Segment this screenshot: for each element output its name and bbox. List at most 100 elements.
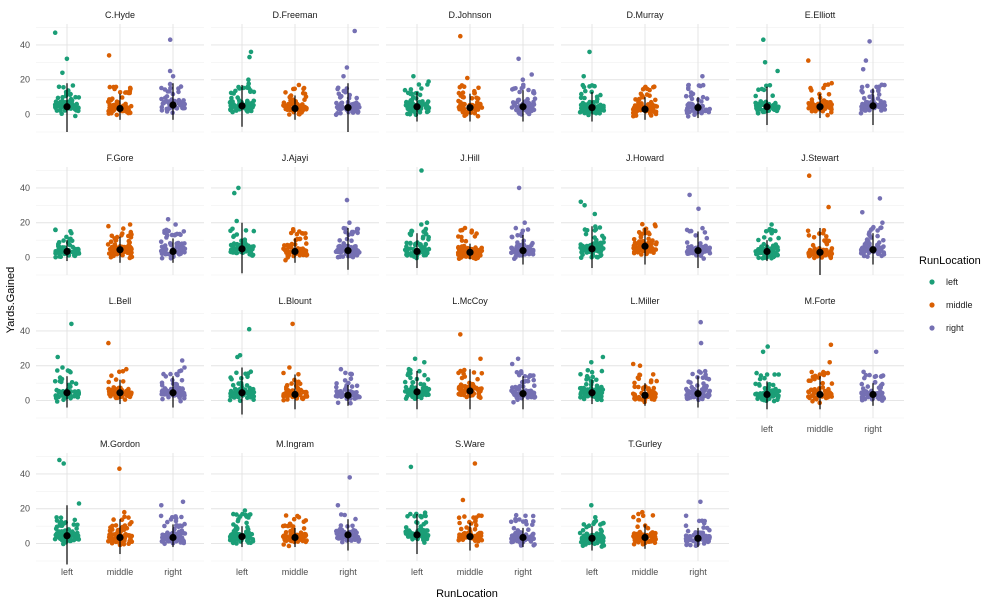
data-point <box>355 534 361 540</box>
data-point <box>642 85 647 91</box>
y-tick-0: 0 <box>25 253 30 263</box>
data-point <box>757 376 763 382</box>
data-point <box>684 110 690 116</box>
data-point <box>178 398 183 404</box>
outlier-point <box>806 173 812 178</box>
data-point <box>460 108 466 114</box>
facet-l-bell: L.Bell <box>36 296 204 419</box>
outlier-point <box>246 326 252 332</box>
data-point <box>580 535 585 540</box>
data-point <box>297 236 303 242</box>
data-point <box>126 242 132 248</box>
data-point <box>530 532 535 537</box>
data-point <box>827 101 832 106</box>
data-point <box>300 251 306 257</box>
data-point <box>458 228 463 233</box>
facet-m-forte: M.Forte <box>736 296 904 419</box>
data-point <box>292 86 298 92</box>
points-left <box>577 49 607 118</box>
outlier-point <box>419 168 424 173</box>
outlier-point <box>637 363 643 369</box>
points-right <box>683 499 712 548</box>
facet-title: M.Ingram <box>276 439 314 449</box>
outlier-point <box>686 82 691 88</box>
data-point <box>236 98 242 103</box>
data-point <box>653 394 658 400</box>
outlier-point <box>600 354 606 360</box>
data-point <box>285 253 291 258</box>
facet-title: D.Freeman <box>272 10 317 20</box>
data-point <box>57 375 63 380</box>
y-tick-20: 20 <box>20 504 30 514</box>
data-point <box>770 382 776 388</box>
outlier-point <box>860 210 865 215</box>
data-point <box>303 390 308 395</box>
data-point <box>704 96 710 101</box>
data-point <box>517 517 522 522</box>
data-point <box>824 241 830 247</box>
data-point <box>344 236 350 242</box>
data-point <box>165 99 171 105</box>
data-point <box>110 523 115 529</box>
data-point <box>343 370 348 376</box>
mean-point <box>291 533 299 542</box>
data-point <box>515 530 520 535</box>
data-point <box>683 513 689 519</box>
mean-point <box>763 390 771 399</box>
data-point <box>525 244 531 250</box>
data-point <box>59 99 65 104</box>
data-point <box>635 537 640 543</box>
outlier-point <box>347 475 353 480</box>
x-tick-middle: middle <box>807 424 834 434</box>
outlier-point <box>589 503 594 508</box>
data-point <box>335 535 340 541</box>
data-point <box>458 392 463 397</box>
data-point <box>56 84 62 90</box>
data-point <box>56 532 61 538</box>
outlier-point <box>344 197 350 203</box>
outlier-point <box>806 58 811 63</box>
points-right <box>858 39 888 116</box>
x-tick-left: left <box>411 567 424 577</box>
data-point <box>126 90 131 96</box>
mean-point <box>238 389 246 397</box>
data-point <box>768 237 773 242</box>
data-point <box>471 370 477 375</box>
data-point <box>72 517 78 523</box>
data-point <box>177 369 182 374</box>
data-point <box>520 228 526 234</box>
data-point <box>338 101 344 107</box>
data-point <box>230 538 235 544</box>
data-point <box>635 375 641 381</box>
data-point <box>283 90 288 95</box>
data-point <box>584 243 590 249</box>
data-point <box>526 527 531 532</box>
data-point <box>180 387 185 392</box>
data-point <box>109 540 115 546</box>
data-point <box>773 386 778 392</box>
data-point <box>599 368 605 374</box>
outlier-point <box>412 356 418 362</box>
data-point <box>403 396 409 401</box>
data-point <box>517 89 522 95</box>
data-point <box>772 372 777 377</box>
facet-title: L.Miller <box>630 296 659 306</box>
data-point <box>585 387 590 392</box>
data-point <box>287 112 292 117</box>
mean-point <box>413 388 421 396</box>
data-point <box>64 91 69 97</box>
data-point <box>589 89 594 95</box>
data-point <box>230 382 236 388</box>
data-point <box>424 528 429 533</box>
data-point <box>458 526 464 532</box>
data-point <box>303 94 309 99</box>
outlier-point <box>867 39 872 44</box>
data-point <box>648 378 654 383</box>
data-point <box>248 89 253 94</box>
data-point <box>861 369 866 375</box>
data-point <box>337 238 343 243</box>
facet-panels: C.Hyde D.Freeman D.Johnson D.Murray E.Elliot… <box>36 10 904 565</box>
data-point <box>162 387 168 392</box>
data-point <box>464 525 469 530</box>
data-point <box>599 544 605 549</box>
